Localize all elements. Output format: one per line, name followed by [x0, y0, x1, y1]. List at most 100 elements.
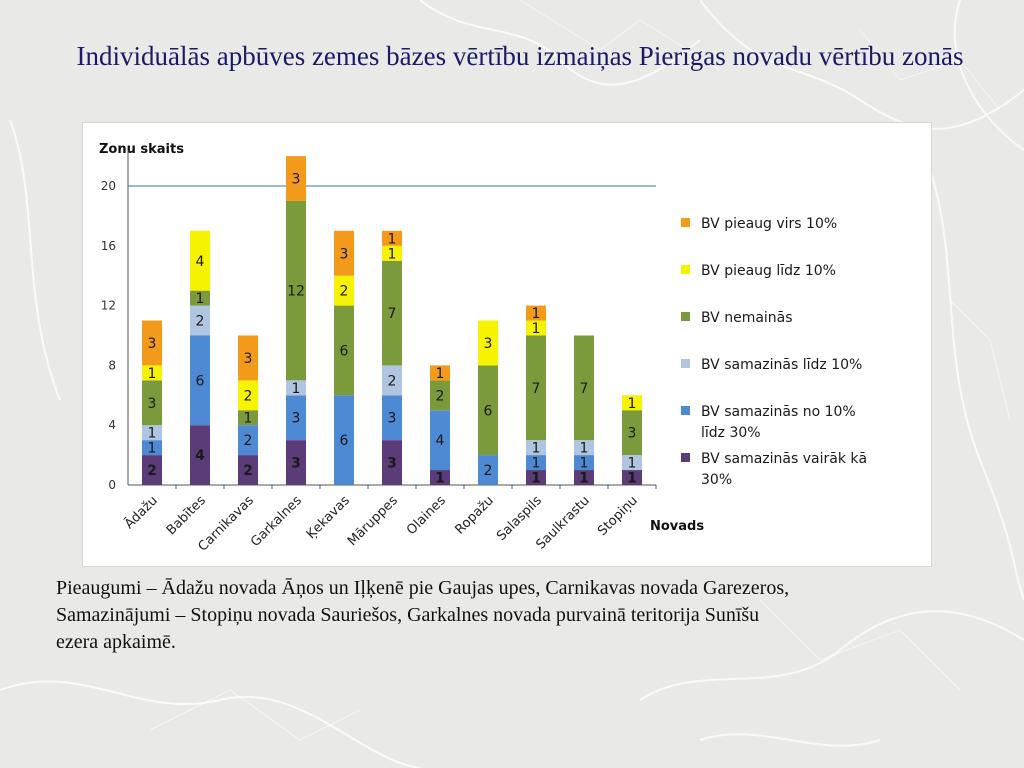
- bar-segment: [238, 425, 258, 456]
- data-label: 1: [580, 441, 589, 457]
- legend-swatch: [681, 406, 690, 415]
- x-tick-label: Garkalnes: [248, 493, 305, 550]
- legend-label: līdz 30%: [701, 425, 761, 441]
- x-tick-label: Stopiņu: [595, 493, 641, 539]
- bar-segment: [142, 425, 162, 441]
- bar-segment: [142, 365, 162, 381]
- data-label: 1: [579, 471, 589, 487]
- data-label: 3: [148, 336, 157, 352]
- caption-line: ezera apkaimē.: [56, 631, 176, 653]
- data-label: 1: [435, 471, 445, 487]
- data-label: 2: [244, 433, 253, 449]
- bar-segment: [142, 455, 162, 485]
- x-tick-label: Ķekavas: [304, 493, 353, 542]
- stacked-bar-chart: Zonu skaits Novads 048121620211313Ādažu4…: [99, 142, 867, 555]
- y-tick-label: 16: [101, 239, 116, 253]
- y-tick-label: 20: [101, 179, 116, 193]
- data-label: 1: [627, 471, 637, 487]
- caption-line: Samazinājumi – Stopiņu novada Sauriešos,…: [56, 604, 760, 626]
- bar-segment: [430, 410, 450, 471]
- legend-label: BV pieaug virs 10%: [701, 216, 837, 232]
- data-label: 1: [532, 306, 541, 322]
- data-label: 1: [580, 456, 589, 472]
- data-label: 1: [292, 381, 301, 397]
- data-label: 2: [147, 463, 157, 479]
- bar-segment: [238, 380, 258, 411]
- legend-swatch: [681, 453, 690, 462]
- data-label: 3: [148, 396, 157, 412]
- bar-segment: [334, 395, 354, 485]
- data-label: 1: [532, 321, 541, 337]
- bar-segment: [190, 290, 210, 306]
- bar-segment: [382, 260, 402, 366]
- bar-segment: [574, 335, 594, 441]
- bar-segment: [526, 470, 546, 485]
- data-label: 3: [244, 351, 253, 367]
- data-label: 3: [388, 411, 397, 427]
- data-label: 2: [340, 284, 349, 300]
- x-tick-label: Ādažu: [122, 493, 161, 532]
- data-label: 1: [531, 471, 541, 487]
- y-tick-label: 12: [101, 299, 116, 313]
- data-label: 2: [388, 373, 397, 389]
- bar-segment: [526, 320, 546, 336]
- bar-segment: [190, 425, 210, 485]
- data-label: 3: [387, 456, 397, 472]
- data-label: 1: [148, 366, 157, 382]
- bar-segment: [286, 440, 306, 485]
- legend-swatch: [681, 218, 690, 227]
- bar-segment: [574, 455, 594, 471]
- data-label: 3: [340, 246, 349, 262]
- data-label: 1: [436, 366, 445, 382]
- bar-segment: [382, 365, 402, 396]
- bar-segment: [142, 440, 162, 456]
- bar-segment: [622, 470, 642, 485]
- legend-label: BV nemainās: [701, 310, 793, 326]
- data-label: 1: [244, 411, 253, 427]
- bar-segment: [334, 230, 354, 276]
- data-label: 4: [195, 448, 205, 464]
- bar-segment: [382, 395, 402, 441]
- bar-segment: [334, 305, 354, 396]
- bar-segment: [286, 200, 306, 381]
- bar-segment: [190, 335, 210, 426]
- legend-label: 30%: [701, 472, 732, 488]
- bar-segment: [574, 470, 594, 485]
- data-label: 2: [243, 463, 253, 479]
- x-tick-label: Olaines: [404, 493, 449, 538]
- data-label: 3: [484, 336, 493, 352]
- data-label: 3: [628, 426, 637, 442]
- data-label: 6: [484, 403, 493, 419]
- y-axis-title: Zonu skaits: [99, 142, 184, 157]
- bar-segment: [238, 335, 258, 381]
- bar-segment: [382, 230, 402, 246]
- legend-swatch: [681, 359, 690, 368]
- bar-segment: [526, 335, 546, 441]
- data-label: 1: [532, 456, 541, 472]
- data-label: 6: [340, 433, 349, 449]
- bar-segment: [286, 395, 306, 441]
- bar-segment: [430, 365, 450, 381]
- bar-segment: [430, 380, 450, 411]
- bar-segment: [526, 305, 546, 321]
- data-label: 7: [388, 306, 397, 322]
- legend-swatch: [681, 265, 690, 274]
- bar-segment: [142, 380, 162, 426]
- caption: Pieaugumi – Ādažu novada Āņos un Iļķenē …: [56, 575, 976, 656]
- data-label: 3: [292, 411, 301, 427]
- data-label: 4: [196, 254, 205, 270]
- bar-segment: [526, 440, 546, 456]
- data-label: 4: [436, 433, 445, 449]
- data-label: 12: [287, 284, 305, 300]
- bar-segment: [382, 245, 402, 261]
- data-label: 2: [484, 463, 493, 479]
- bar-segment: [382, 440, 402, 485]
- data-label: 2: [436, 388, 445, 404]
- bar-segment: [190, 305, 210, 336]
- bar-segment: [142, 320, 162, 366]
- data-label: 2: [244, 388, 253, 404]
- legend-label: BV pieaug līdz 10%: [701, 263, 836, 279]
- bar-segment: [622, 395, 642, 411]
- bar-segment: [238, 410, 258, 426]
